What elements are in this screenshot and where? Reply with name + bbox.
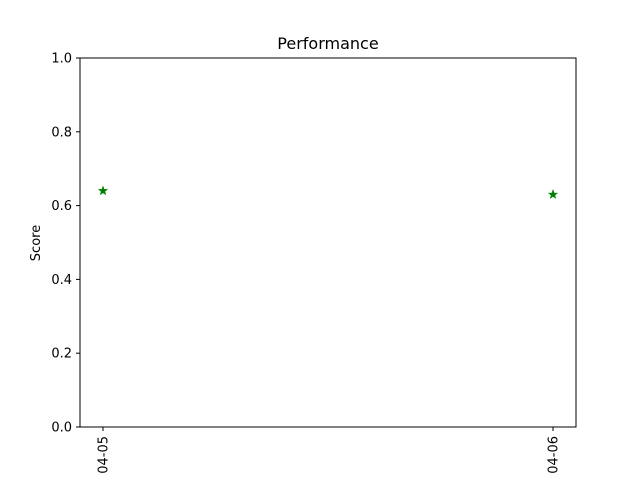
x-tick-label: 04-06 xyxy=(547,436,562,474)
chart-title: Performance xyxy=(277,34,378,53)
plot-area: 0.0 0.2 0.4 0.6 0.8 1.0 04-05 04-06 xyxy=(51,52,577,474)
y-axis-label: Score xyxy=(29,225,44,261)
y-tick-label: 0.2 xyxy=(51,347,72,362)
y-tick-label: 0.0 xyxy=(51,421,72,436)
x-tick-label: 04-05 xyxy=(97,436,112,474)
axes-frame xyxy=(79,57,577,428)
y-tick-label: 0.6 xyxy=(51,199,72,214)
y-tick-label: 1.0 xyxy=(51,52,72,67)
data-point-star xyxy=(547,189,559,199)
y-tick-label: 0.4 xyxy=(51,273,72,288)
y-tick-label: 0.8 xyxy=(51,125,72,140)
data-point-star xyxy=(97,185,109,196)
